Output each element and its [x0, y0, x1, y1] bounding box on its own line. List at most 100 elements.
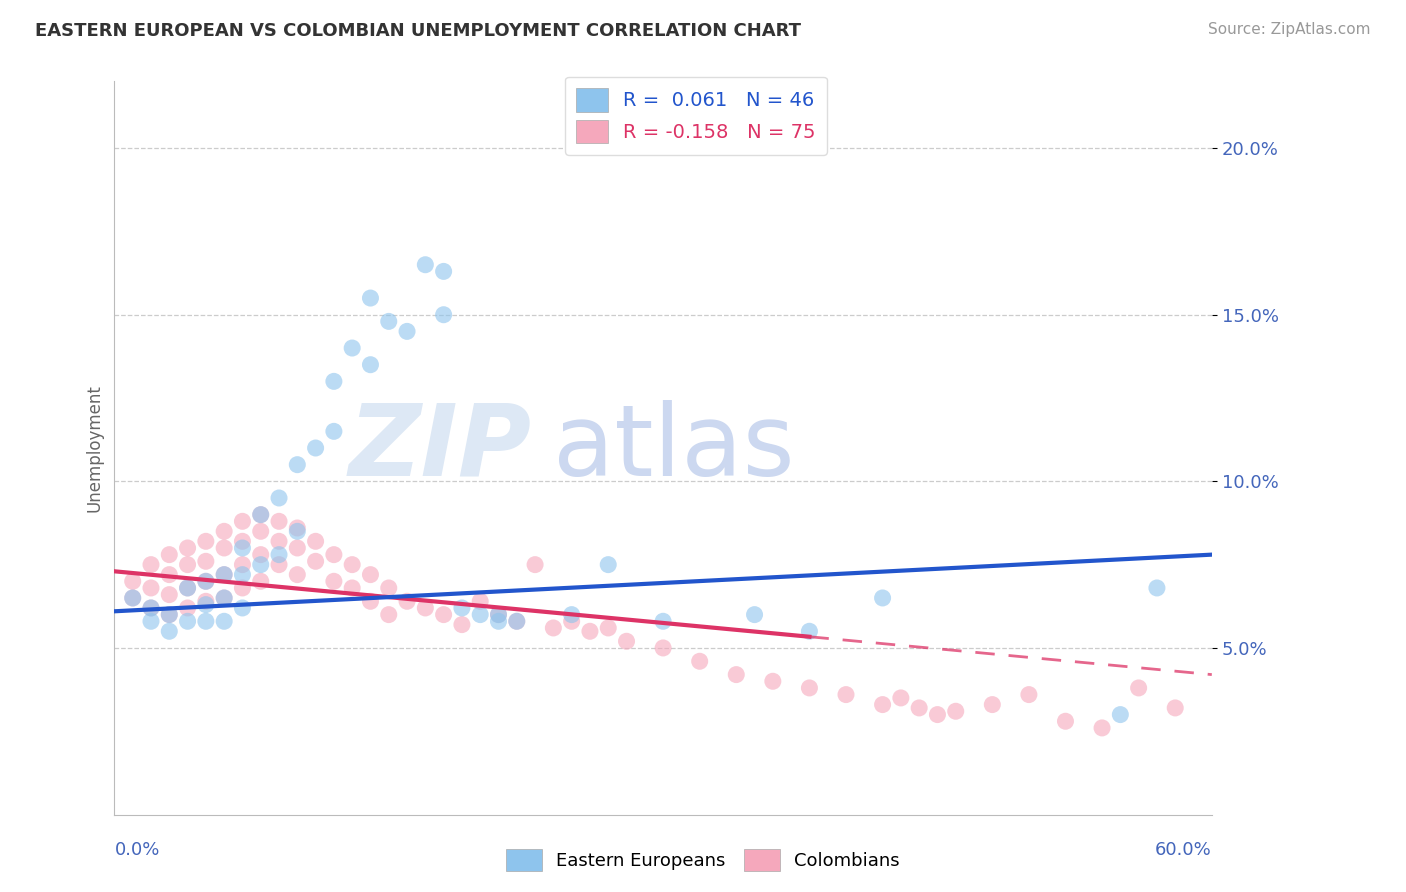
- Point: [506, 615, 529, 629]
- Point: [176, 581, 198, 595]
- Point: [652, 615, 675, 629]
- Point: [725, 667, 748, 681]
- Point: [157, 624, 180, 639]
- Point: [543, 621, 565, 635]
- Point: [1146, 581, 1168, 595]
- Point: [231, 514, 253, 528]
- Point: [340, 341, 363, 355]
- Point: [1164, 701, 1187, 715]
- Text: 60.0%: 60.0%: [1156, 841, 1212, 859]
- Legend: Eastern Europeans, Colombians: Eastern Europeans, Colombians: [499, 842, 907, 879]
- Point: [267, 558, 290, 572]
- Point: [488, 607, 510, 622]
- Point: [908, 701, 931, 715]
- Point: [1018, 688, 1040, 702]
- Point: [598, 621, 620, 635]
- Point: [945, 704, 967, 718]
- Point: [322, 375, 344, 389]
- Point: [506, 615, 529, 629]
- Point: [799, 681, 821, 695]
- Point: [121, 591, 143, 605]
- Point: [433, 308, 456, 322]
- Point: [267, 534, 290, 549]
- Point: [835, 688, 858, 702]
- Point: [249, 508, 271, 522]
- Point: [194, 574, 217, 589]
- Point: [579, 624, 602, 639]
- Point: [194, 615, 217, 629]
- Text: EASTERN EUROPEAN VS COLOMBIAN UNEMPLOYMENT CORRELATION CHART: EASTERN EUROPEAN VS COLOMBIAN UNEMPLOYME…: [35, 22, 801, 40]
- Point: [304, 441, 326, 455]
- Point: [212, 591, 235, 605]
- Point: [451, 617, 474, 632]
- Legend: R =  0.061   N = 46, R = -0.158   N = 75: R = 0.061 N = 46, R = -0.158 N = 75: [565, 77, 827, 155]
- Point: [524, 558, 547, 572]
- Y-axis label: Unemployment: Unemployment: [86, 384, 103, 512]
- Point: [212, 591, 235, 605]
- Point: [1128, 681, 1150, 695]
- Point: [212, 567, 235, 582]
- Point: [231, 558, 253, 572]
- Point: [359, 594, 381, 608]
- Point: [212, 524, 235, 539]
- Text: Source: ZipAtlas.com: Source: ZipAtlas.com: [1208, 22, 1371, 37]
- Point: [689, 654, 711, 668]
- Point: [470, 594, 492, 608]
- Point: [157, 588, 180, 602]
- Point: [121, 574, 143, 589]
- Point: [488, 607, 510, 622]
- Point: [304, 554, 326, 568]
- Point: [285, 524, 308, 539]
- Point: [561, 615, 583, 629]
- Point: [194, 594, 217, 608]
- Point: [231, 541, 253, 555]
- Point: [194, 574, 217, 589]
- Point: [415, 258, 437, 272]
- Point: [652, 640, 675, 655]
- Point: [451, 601, 474, 615]
- Text: 0.0%: 0.0%: [114, 841, 160, 859]
- Point: [139, 601, 162, 615]
- Point: [322, 574, 344, 589]
- Point: [359, 567, 381, 582]
- Point: [927, 707, 949, 722]
- Point: [212, 541, 235, 555]
- Point: [194, 554, 217, 568]
- Point: [176, 581, 198, 595]
- Point: [322, 548, 344, 562]
- Point: [872, 698, 894, 712]
- Point: [340, 558, 363, 572]
- Point: [267, 491, 290, 505]
- Point: [1054, 714, 1077, 729]
- Point: [267, 514, 290, 528]
- Point: [176, 558, 198, 572]
- Point: [470, 607, 492, 622]
- Point: [396, 594, 419, 608]
- Point: [762, 674, 785, 689]
- Point: [304, 534, 326, 549]
- Point: [212, 567, 235, 582]
- Point: [285, 458, 308, 472]
- Point: [359, 358, 381, 372]
- Point: [157, 607, 180, 622]
- Point: [1109, 707, 1132, 722]
- Point: [249, 558, 271, 572]
- Point: [231, 534, 253, 549]
- Point: [1091, 721, 1114, 735]
- Point: [433, 264, 456, 278]
- Point: [285, 521, 308, 535]
- Point: [194, 534, 217, 549]
- Point: [744, 607, 766, 622]
- Point: [176, 541, 198, 555]
- Point: [231, 601, 253, 615]
- Point: [249, 574, 271, 589]
- Point: [561, 607, 583, 622]
- Point: [433, 607, 456, 622]
- Point: [139, 601, 162, 615]
- Point: [231, 581, 253, 595]
- Point: [598, 558, 620, 572]
- Point: [285, 541, 308, 555]
- Point: [157, 548, 180, 562]
- Point: [322, 425, 344, 439]
- Text: ZIP: ZIP: [349, 400, 531, 497]
